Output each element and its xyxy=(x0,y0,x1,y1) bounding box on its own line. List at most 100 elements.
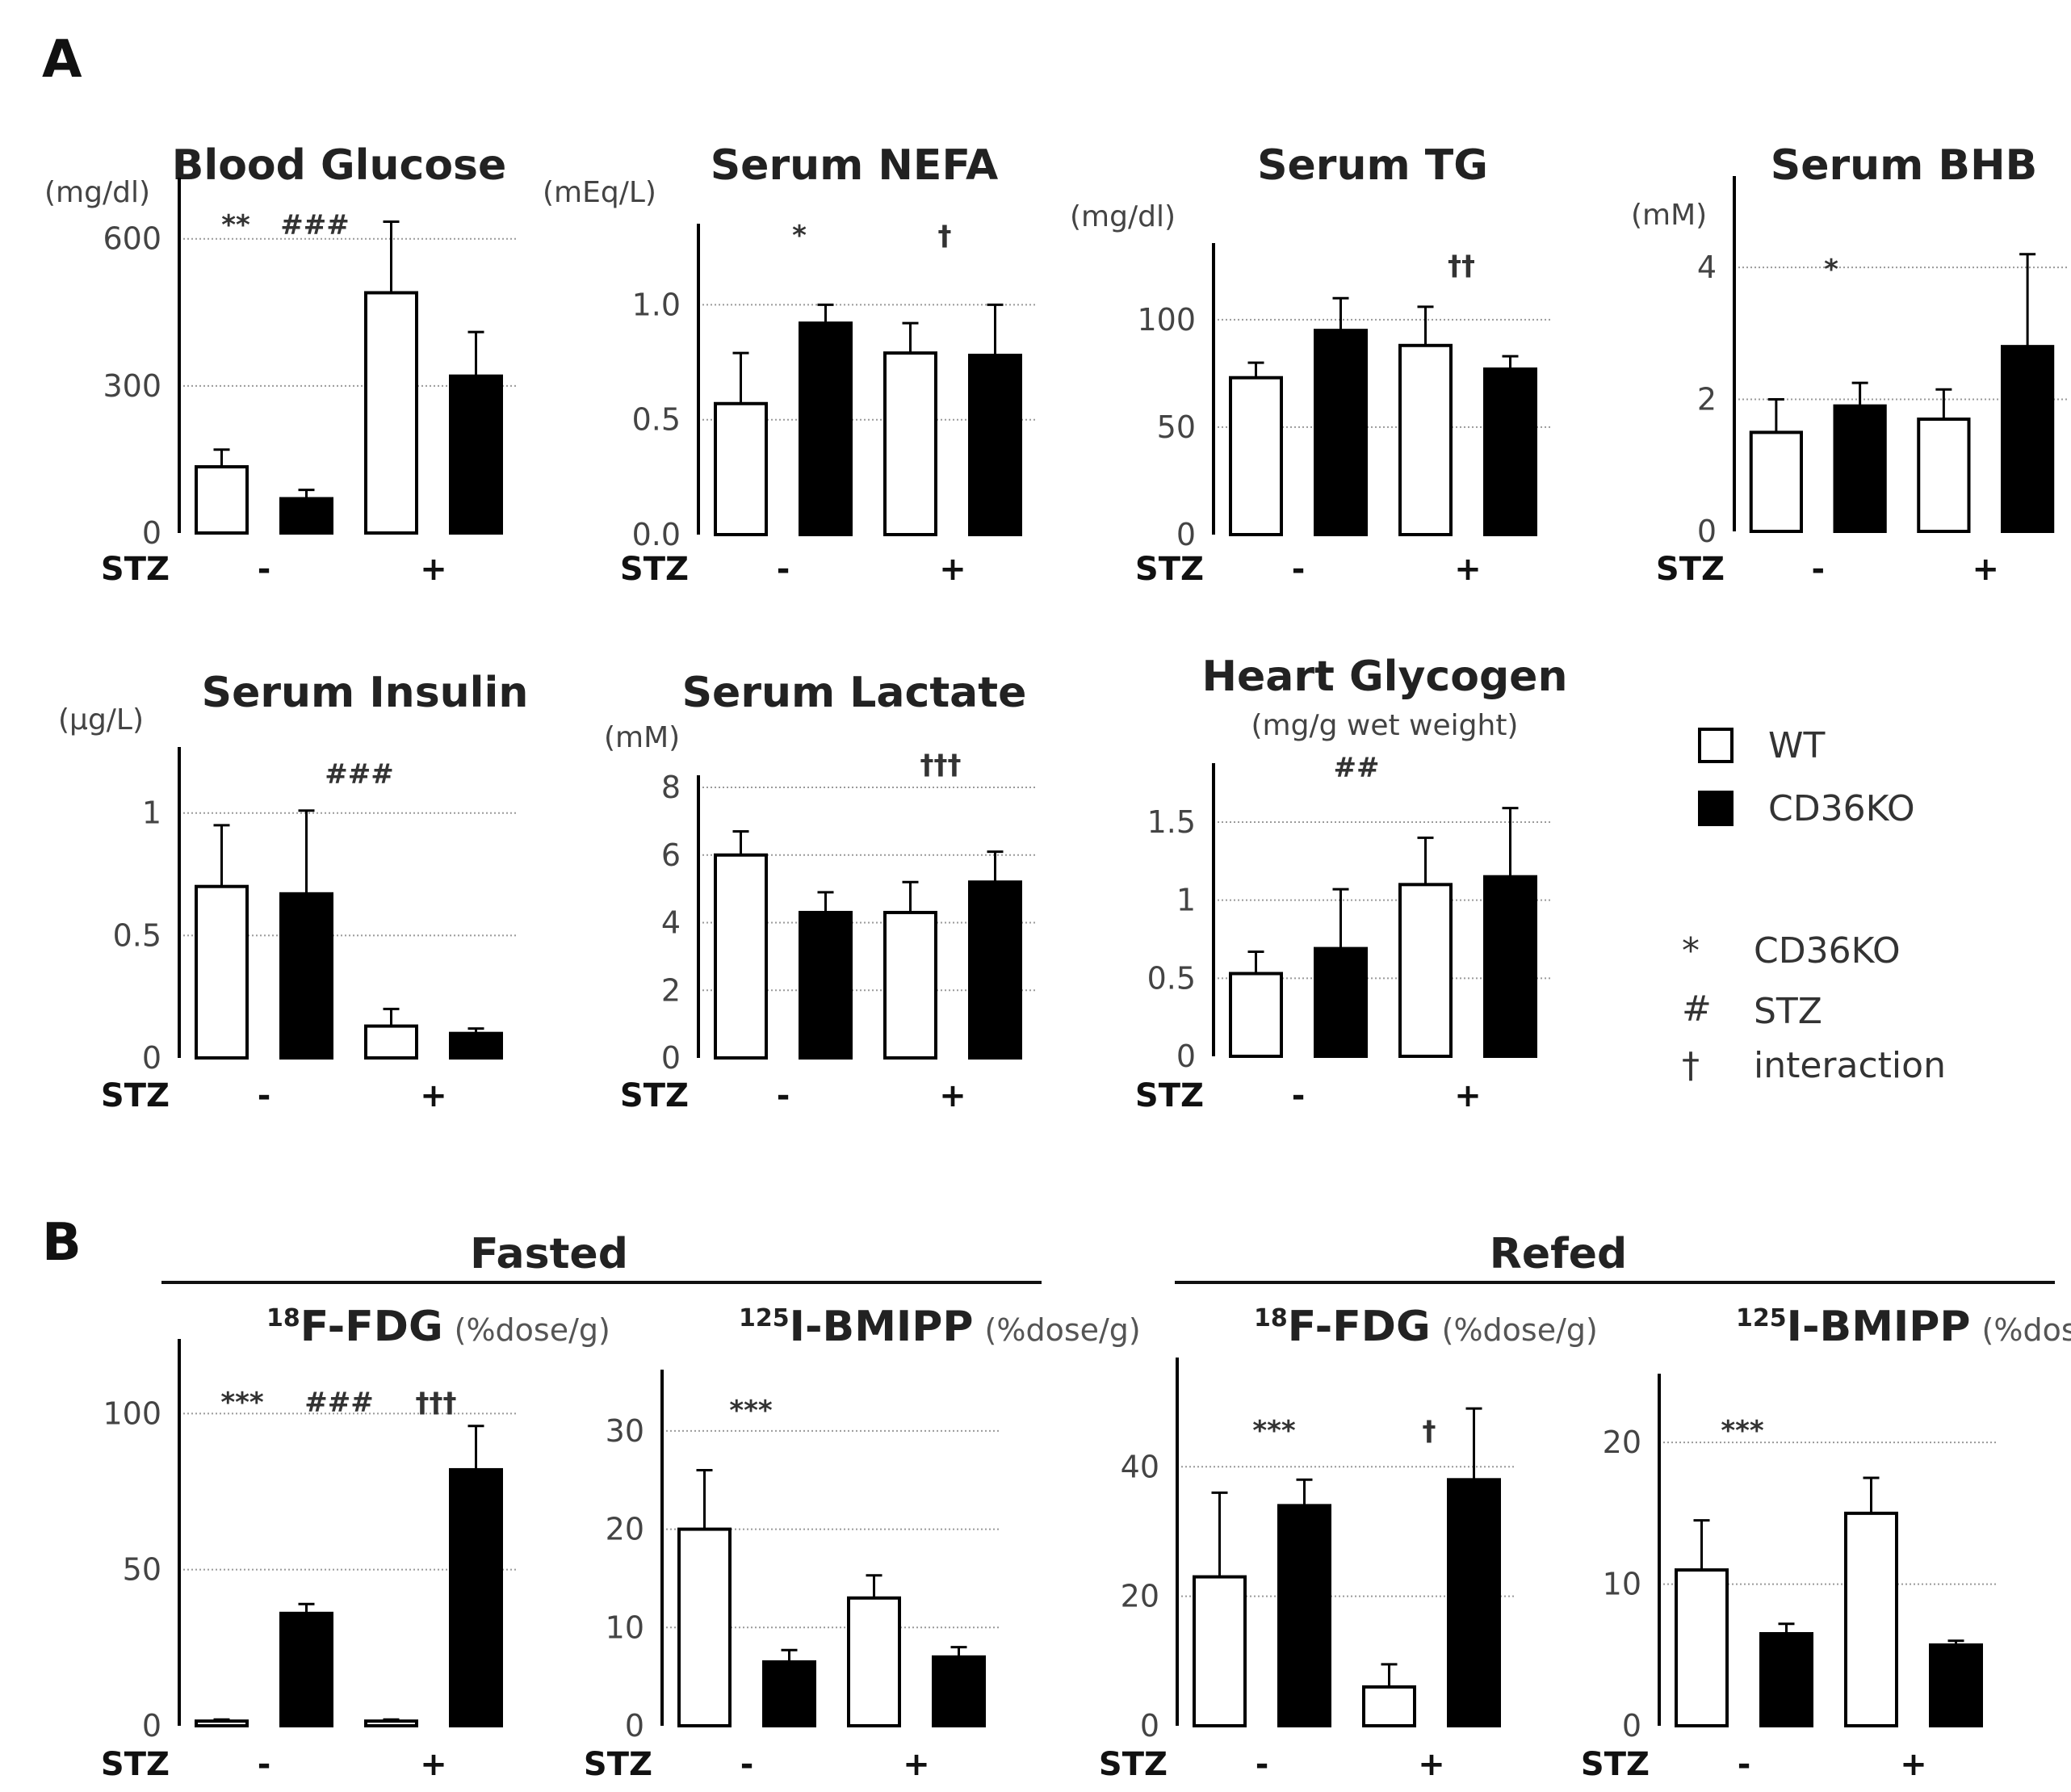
stz-minus: - xyxy=(258,1746,271,1783)
chart-fasted-ibmipp: 125I-BMIPP (%dose/g) 0 10 20 30 STZ - + *** xyxy=(584,1303,1141,1783)
bar-cd36ko xyxy=(762,1660,816,1728)
stz-label: STZ xyxy=(101,551,170,588)
chart-title: 18F-FDG (%dose/g) xyxy=(1254,1303,1598,1351)
title-unit: (%dose/g) xyxy=(455,1312,610,1348)
significance-mark: ### xyxy=(280,209,349,241)
stz-label: STZ xyxy=(1135,1077,1204,1114)
y-tick-label: 100 xyxy=(103,1395,161,1431)
significance-mark: † xyxy=(938,220,952,252)
chart-title: Serum Lactate xyxy=(682,669,1027,717)
legend-meaning-cd36ko: CD36KO xyxy=(1754,930,1901,972)
stz-label: STZ xyxy=(101,1746,170,1783)
stz-label: STZ xyxy=(584,1746,652,1783)
stz-plus: + xyxy=(1900,1746,1927,1783)
stz-plus: + xyxy=(420,1746,447,1783)
stz-minus: - xyxy=(777,551,790,588)
bar-wt xyxy=(195,884,249,1060)
chart-refed-ffdg: 18F-FDG (%dose/g) 0 20 40 STZ - + *** † xyxy=(1099,1303,1598,1783)
chart-blood-glucose: Blood Glucose (mg/dl) 0 300 600 STZ - + ** ### xyxy=(44,141,518,588)
y-tick-label: 1 xyxy=(1176,883,1196,918)
stz-plus: + xyxy=(420,1077,447,1114)
title-superscript: 18 xyxy=(266,1304,300,1332)
chart-refed-ibmipp: 125I-BMIPP (%dose/g) 0 10 20 STZ - + *** xyxy=(1581,1303,2071,1783)
bar-cd36ko xyxy=(1314,946,1368,1058)
stz-plus: + xyxy=(1972,551,1999,588)
stz-minus: - xyxy=(1256,1746,1269,1783)
y-tick-label: 6 xyxy=(661,837,681,873)
significance-mark: ††† xyxy=(416,1387,457,1419)
bar-cd36ko xyxy=(2001,345,2055,533)
y-tick-label: 10 xyxy=(606,1609,644,1645)
chart-title: Serum NEFA xyxy=(711,141,999,190)
bar-wt xyxy=(1193,1575,1247,1727)
bar-cd36ko xyxy=(279,892,333,1060)
bar-wt xyxy=(1675,1568,1729,1727)
significance-mark: *** xyxy=(729,1395,773,1427)
bar-cd36ko xyxy=(932,1655,986,1728)
bar-wt xyxy=(1749,430,1803,534)
legend-meaning-interaction: interaction xyxy=(1754,1045,1946,1086)
y-tick-label: 2 xyxy=(1697,382,1717,418)
chart-serum-bhb: Serum BHB (mM) 0 2 4 STZ - + * xyxy=(1631,141,2069,588)
bar-cd36ko xyxy=(449,1467,503,1728)
chart-title: Heart Glycogen xyxy=(1202,653,1568,701)
bar-cd36ko xyxy=(1314,329,1368,536)
y-unit-label: (mg/dl) xyxy=(44,176,150,209)
bar-cd36ko xyxy=(279,1611,333,1728)
title-unit: (%dose/g) xyxy=(1442,1312,1598,1348)
chart-title: 125I-BMIPP (%dose/g) xyxy=(1736,1303,2071,1351)
y-unit-label: (μg/L) xyxy=(58,703,144,737)
y-tick-label: 0 xyxy=(142,1040,161,1076)
chart-serum-insulin: Serum Insulin (μg/L) 0 0.5 1 STZ - + ### xyxy=(58,669,528,1114)
bar-cd36ko xyxy=(1759,1631,1813,1727)
significance-mark: *** xyxy=(1252,1415,1296,1447)
stz-minus: - xyxy=(258,1077,271,1114)
bar-wt xyxy=(364,1719,418,1727)
y-tick-label: 30 xyxy=(606,1413,644,1449)
y-tick-label: 600 xyxy=(103,221,161,257)
y-tick-label: 300 xyxy=(103,368,161,404)
stz-minus: - xyxy=(1292,1077,1306,1114)
bar-wt xyxy=(714,401,768,536)
y-tick-label: 4 xyxy=(1697,250,1717,285)
stz-minus: - xyxy=(1738,1746,1751,1783)
chart-title: 18F-FDG (%dose/g) xyxy=(266,1303,610,1351)
stz-minus: - xyxy=(258,551,271,588)
bar-wt xyxy=(1844,1511,1898,1727)
chart-title: 125I-BMIPP (%dose/g) xyxy=(739,1303,1141,1351)
bar-cd36ko xyxy=(968,880,1022,1060)
bar-cd36ko xyxy=(1833,404,1887,534)
legend-label-wt: WT xyxy=(1768,725,1826,766)
bar-wt xyxy=(883,351,937,536)
group-label-fasted: Fasted xyxy=(470,1230,628,1278)
chart-title: Serum Insulin xyxy=(202,669,529,717)
stz-label: STZ xyxy=(620,551,689,588)
bar-cd36ko xyxy=(1929,1643,1983,1727)
y-tick-label: 0 xyxy=(142,1708,161,1744)
bar-cd36ko xyxy=(279,497,333,535)
stz-plus: + xyxy=(420,551,447,588)
y-tick-label: 0.5 xyxy=(113,917,161,953)
y-tick-label: 0 xyxy=(1140,1708,1159,1744)
stz-label: STZ xyxy=(101,1077,170,1114)
y-tick-label: 40 xyxy=(1121,1449,1159,1484)
bar-wt xyxy=(677,1527,732,1727)
y-tick-label: 50 xyxy=(123,1552,161,1588)
bar-wt xyxy=(195,465,249,535)
panel-label-b: B xyxy=(42,1213,82,1273)
bar-cd36ko xyxy=(1483,367,1537,536)
bar-cd36ko xyxy=(799,321,853,536)
bar-wt xyxy=(714,853,768,1060)
stz-minus: - xyxy=(740,1746,754,1783)
y-unit-label: (mM) xyxy=(604,721,680,754)
legend-meaning-stz: STZ xyxy=(1754,991,1822,1032)
title-unit: (%dose/g) xyxy=(985,1312,1141,1348)
y-tick-label: 20 xyxy=(606,1512,644,1547)
stz-minus: - xyxy=(1811,551,1825,588)
significance-mark: ††† xyxy=(920,749,962,781)
y-tick-label: 8 xyxy=(661,770,681,805)
bar-wt xyxy=(1398,343,1453,536)
y-tick-label: 20 xyxy=(1121,1579,1159,1614)
chart-serum-tg: Serum TG (mg/dl) 0 50 100 STZ - + †† xyxy=(1070,141,1553,588)
